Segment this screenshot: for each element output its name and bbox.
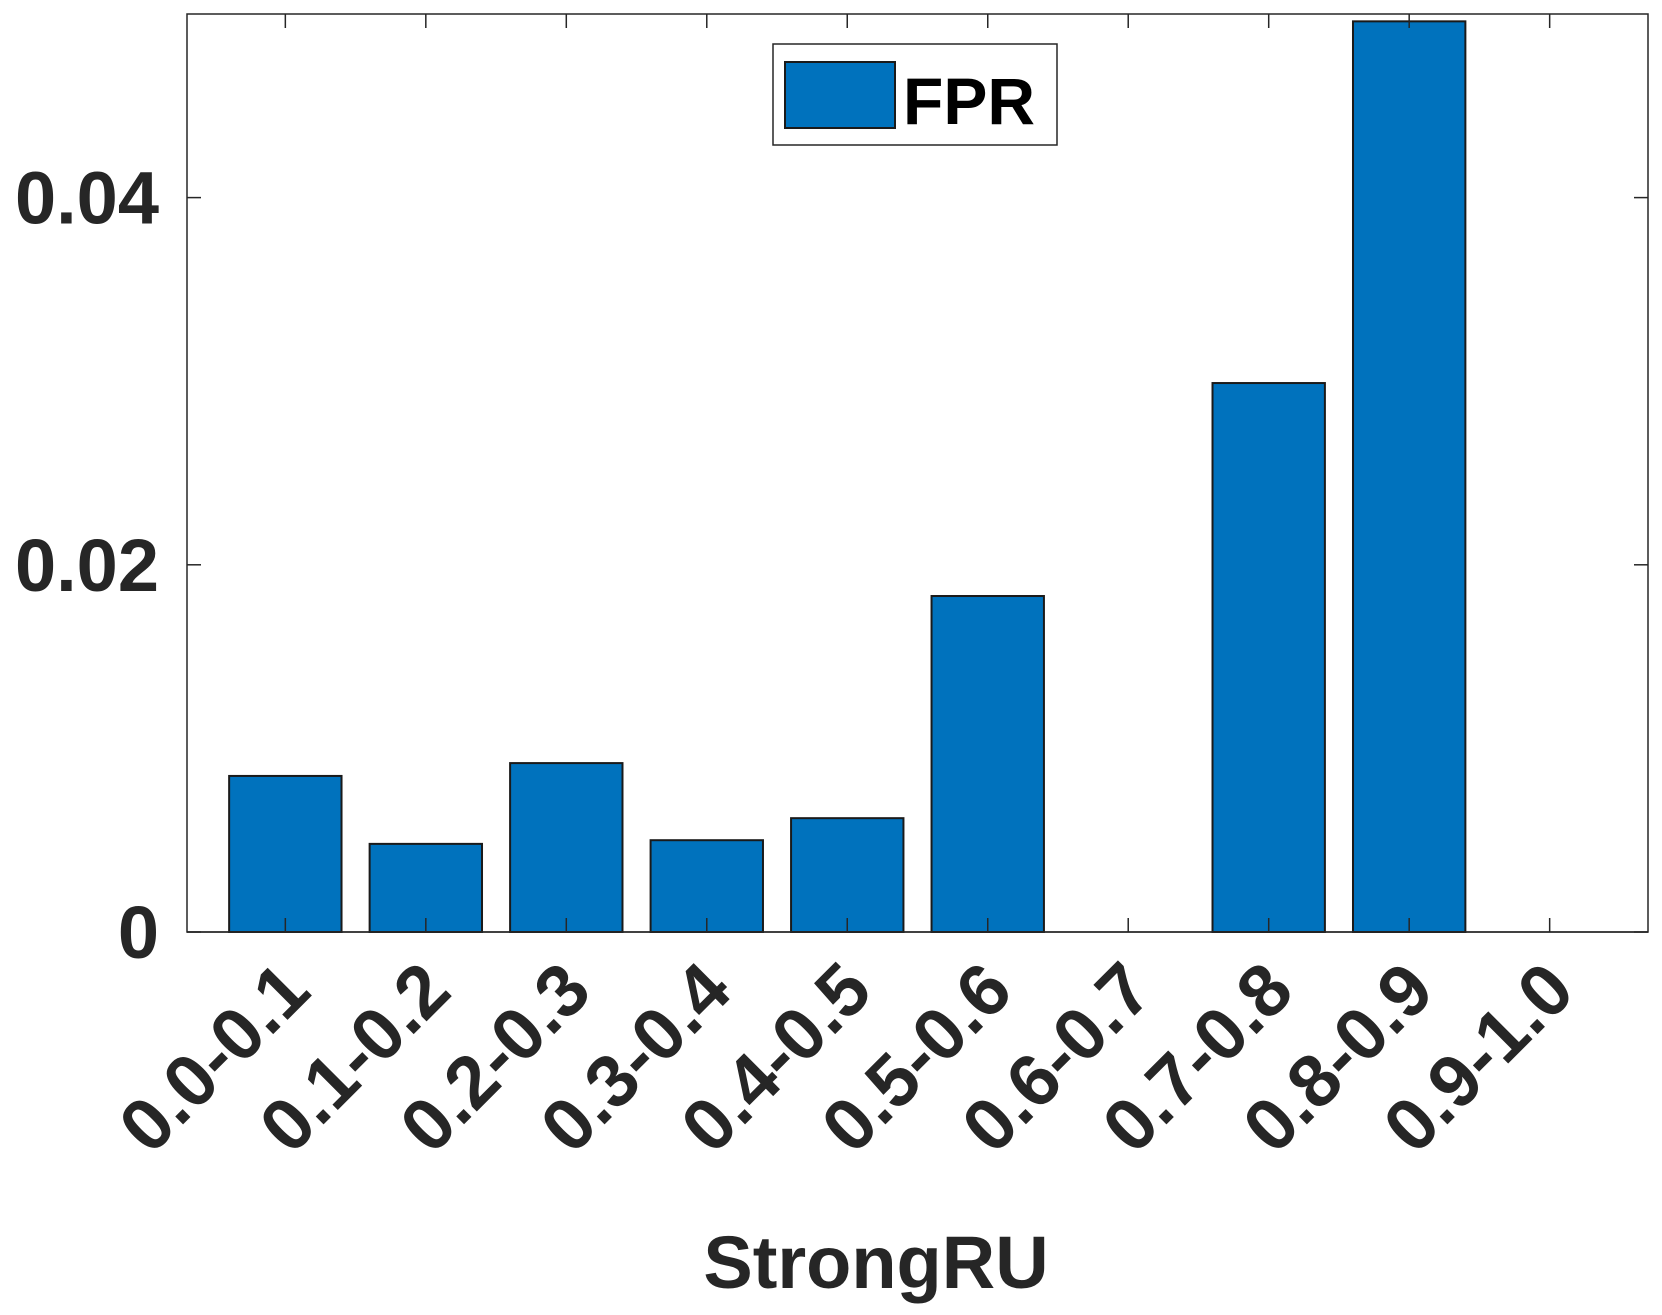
bar-series <box>187 20 1648 934</box>
y-tick-label: 0.04 <box>15 157 159 240</box>
bar-0.8-0.9 <box>1351 20 1467 934</box>
y-axis-ticks: 0 0.02 0.04 <box>15 157 1648 974</box>
bar-0.4-0.5 <box>790 817 905 934</box>
bar-0.5-0.6 <box>930 595 1045 934</box>
bar-0.0-0.1 <box>228 774 343 933</box>
legend-swatch <box>784 61 896 129</box>
x-axis-label: StrongRU <box>703 1221 1048 1304</box>
y-tick-label: 0 <box>118 891 159 974</box>
legend: FPR <box>772 43 1058 146</box>
bar-0.7-0.8 <box>1211 382 1326 933</box>
bar-0.1-0.2 <box>368 842 484 934</box>
legend-label: FPR <box>903 64 1035 138</box>
bar-0.2-0.3 <box>509 762 624 934</box>
y-tick-label: 0.02 <box>15 524 159 607</box>
